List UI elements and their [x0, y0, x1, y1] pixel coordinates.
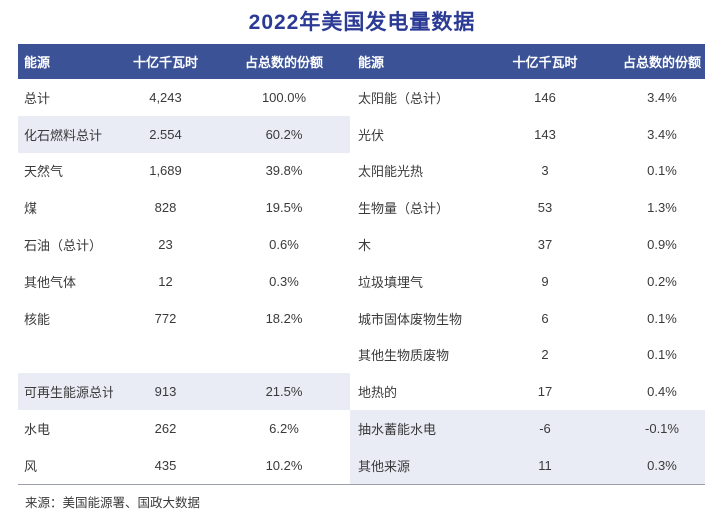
- table-right-half: 太阳能（总计） 146 3.4% 光伏 143 3.4% 太阳能光热 3 0.1…: [350, 79, 705, 484]
- cell-share: 0.1%: [647, 310, 677, 326]
- cell-value: 143: [534, 126, 556, 142]
- header-energy-left: 能源: [24, 55, 51, 70]
- cell-energy: 风: [24, 458, 38, 474]
- table-row: 总计 4,243 100.0%: [18, 79, 350, 116]
- cell-share: 10.2%: [265, 457, 303, 473]
- cell-share: 19.5%: [265, 200, 303, 216]
- header-share-right: 占总数的份额: [622, 55, 701, 70]
- cell-share: 39.8%: [265, 163, 303, 179]
- table-row: 天然气 1,689 39.8%: [18, 153, 350, 190]
- cell-share: 0.2%: [647, 273, 677, 289]
- table-row: 抽水蓄能水电 -6 -0.1%: [350, 410, 705, 447]
- cell-share: 0.9%: [647, 237, 677, 253]
- table-row: 城市固体废物生物 6 0.1%: [350, 300, 705, 337]
- cell-share: 0.3%: [647, 457, 677, 473]
- table-row: 光伏 143 3.4%: [350, 116, 705, 153]
- cell-energy: 总计: [24, 90, 51, 106]
- cell-value: 23: [158, 237, 173, 253]
- cell-share: 21.5%: [265, 384, 303, 400]
- cell-share: 0.6%: [269, 237, 299, 253]
- cell-energy: 太阳能光热: [358, 164, 424, 180]
- cell-value: 435: [154, 457, 177, 473]
- cell-energy: 木: [358, 238, 372, 254]
- cell-energy: 其他气体: [24, 274, 77, 290]
- cell-value: 11: [538, 457, 552, 473]
- cell-energy: 石油（总计）: [24, 238, 103, 254]
- cell-share: 0.1%: [647, 163, 677, 179]
- cell-energy: 水电: [24, 422, 51, 438]
- source-note: 来源：美国能源署、国政大数据: [25, 496, 201, 510]
- cell-share: 60.2%: [265, 126, 303, 142]
- table-row: 化石燃料总计 2.554 60.2%: [18, 115, 350, 153]
- table-header: 能源 十亿千瓦时 占总数的份额 能源 十亿千瓦时 占总数的份额: [18, 44, 705, 79]
- cell-value: 12: [158, 273, 173, 289]
- cell-value: 146: [534, 89, 556, 105]
- table-row: 可再生能源总计 913 21.5%: [18, 373, 350, 411]
- table-row: 风 435 10.2%: [18, 447, 350, 484]
- cell-energy: 核能: [24, 311, 51, 327]
- cell-share: -0.1%: [645, 421, 679, 437]
- table-row-empty: [18, 337, 350, 374]
- page-title: 2022年美国发电量数据: [248, 11, 476, 34]
- cell-value: -6: [539, 421, 551, 437]
- cell-value: 2: [541, 347, 549, 363]
- cell-value: 6: [541, 310, 549, 326]
- cell-energy: 城市固体废物生物: [358, 311, 463, 327]
- table-row: 太阳能光热 3 0.1%: [350, 153, 705, 190]
- cell-value: 828: [154, 200, 177, 216]
- cell-value: 2.554: [149, 126, 182, 142]
- cell-energy: 其他生物质废物: [358, 348, 450, 364]
- table-row: 地热的 17 0.4%: [350, 373, 705, 410]
- cell-share: 3.4%: [647, 89, 677, 105]
- cell-value: 37: [537, 237, 553, 253]
- cell-value: 913: [154, 384, 177, 400]
- cell-share: 3.4%: [647, 126, 677, 142]
- cell-energy: 其他来源: [358, 458, 411, 474]
- cell-share: 1.3%: [647, 200, 677, 216]
- table-row: 太阳能（总计） 146 3.4%: [350, 79, 705, 116]
- table-row: 木 37 0.9%: [350, 226, 705, 263]
- cell-energy: 化石燃料总计: [24, 127, 103, 143]
- header-share-left: 占总数的份额: [244, 55, 323, 70]
- cell-value: 53: [537, 200, 553, 216]
- cell-value: 262: [154, 421, 177, 437]
- cell-energy: 垃圾填埋气: [358, 274, 424, 290]
- cell-share: 0.3%: [269, 273, 299, 289]
- table-row: 其他生物质废物 2 0.1%: [350, 337, 705, 374]
- cell-value: 3: [541, 163, 549, 179]
- cell-value: 1,689: [149, 163, 182, 179]
- cell-share: 0.1%: [647, 347, 677, 363]
- table-row: 煤 828 19.5%: [18, 189, 350, 226]
- cell-energy: 光伏: [358, 127, 385, 143]
- cell-value: 9: [541, 273, 549, 289]
- cell-value: 4,243: [149, 89, 182, 105]
- generation-data-table: 能源 十亿千瓦时 占总数的份额 能源 十亿千瓦时 占总数的份额 总计 4,243…: [18, 44, 705, 485]
- table-row: 其他气体 12 0.3%: [18, 263, 350, 300]
- table-row: 其他来源 11 0.3%: [350, 446, 705, 484]
- cell-energy: 天然气: [24, 164, 64, 180]
- cell-share: 6.2%: [269, 421, 299, 437]
- cell-share: 18.2%: [265, 310, 303, 326]
- table-row: 生物量（总计） 53 1.3%: [350, 189, 705, 226]
- cell-value: 17: [537, 384, 553, 400]
- table-row: 垃圾填埋气 9 0.2%: [350, 263, 705, 300]
- cell-energy: 太阳能（总计）: [358, 90, 450, 106]
- header-energy-right: 能源: [358, 55, 385, 70]
- header-twh-left: 十亿千瓦时: [132, 55, 198, 70]
- cell-share: 100.0%: [261, 89, 307, 105]
- cell-energy: 煤: [24, 201, 38, 217]
- table-left-half: 总计 4,243 100.0% 化石燃料总计 2.554 60.2% 天然气 1…: [18, 79, 350, 484]
- cell-energy: 可再生能源总计: [24, 385, 113, 401]
- table-row: 水电 262 6.2%: [18, 410, 350, 447]
- header-twh-right: 十亿千瓦时: [512, 55, 578, 70]
- table-row: 石油（总计） 23 0.6%: [18, 226, 350, 263]
- table-body: 总计 4,243 100.0% 化石燃料总计 2.554 60.2% 天然气 1…: [18, 79, 705, 485]
- cell-value: 772: [154, 310, 177, 326]
- cell-share: 0.4%: [647, 384, 677, 400]
- cell-energy: 生物量（总计）: [358, 201, 450, 217]
- cell-energy: 抽水蓄能水电: [358, 422, 437, 438]
- cell-energy: 地热的: [358, 385, 398, 401]
- table-row: 核能 772 18.2%: [18, 300, 350, 337]
